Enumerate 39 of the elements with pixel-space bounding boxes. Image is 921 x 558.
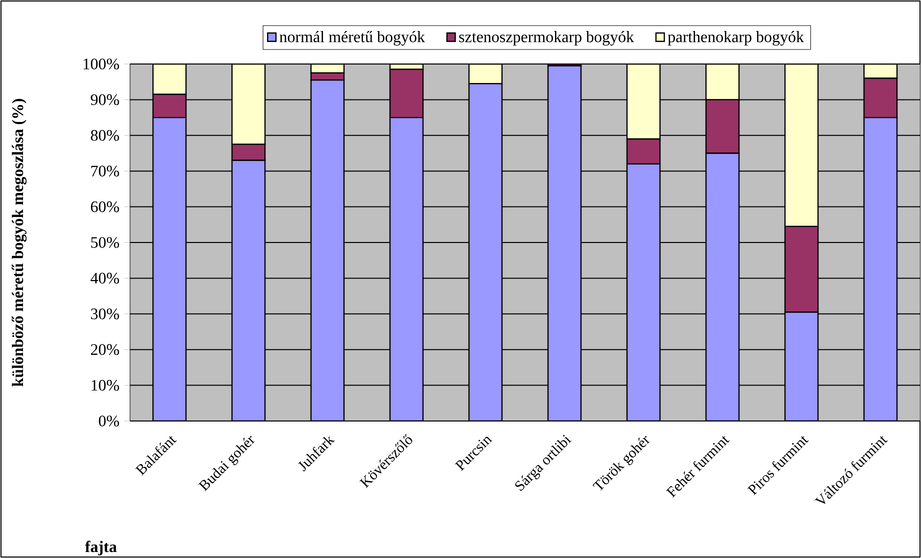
y-axis-title: különböző méretű bogyók megoszlása (%) xyxy=(12,98,27,386)
x-axis-title: fajta xyxy=(85,540,117,556)
bar xyxy=(626,163,661,421)
y-tick-label: 20% xyxy=(90,344,120,356)
y-tick-label: 0% xyxy=(98,416,120,426)
y-tick-label: 90% xyxy=(90,94,120,106)
y-tick-label: 80% xyxy=(90,130,120,141)
bar xyxy=(863,78,898,118)
bar xyxy=(152,94,187,118)
legend-label: parthenokarp bogyók xyxy=(668,31,804,46)
bar xyxy=(784,64,819,228)
bar xyxy=(468,64,503,84)
bar xyxy=(152,116,187,421)
y-tick-label: 60% xyxy=(90,201,120,212)
bar xyxy=(231,144,266,161)
bar xyxy=(705,152,740,421)
legend-label: normál méretű bogyók xyxy=(280,31,426,46)
bar xyxy=(705,99,740,154)
y-tick-label: 70% xyxy=(91,166,120,177)
bar xyxy=(152,64,187,95)
bar xyxy=(626,138,661,165)
bar xyxy=(863,116,898,421)
bar xyxy=(389,68,424,118)
bar xyxy=(784,312,819,421)
y-tick-label: 40% xyxy=(90,272,120,284)
bar xyxy=(626,64,661,140)
y-tick-label: 10% xyxy=(92,380,120,391)
bar xyxy=(547,65,582,421)
y-tick-label: 30% xyxy=(91,308,120,320)
bar xyxy=(389,116,424,421)
legend-label: sztenoszpermokarp bogyók xyxy=(459,31,634,46)
y-tick-label: 50% xyxy=(91,237,120,248)
bar xyxy=(468,83,503,421)
bar xyxy=(231,160,266,421)
bar xyxy=(784,226,819,313)
bar xyxy=(705,64,740,100)
bar xyxy=(231,64,266,145)
bar xyxy=(310,79,345,421)
y-tick-label: 100% xyxy=(84,58,120,70)
